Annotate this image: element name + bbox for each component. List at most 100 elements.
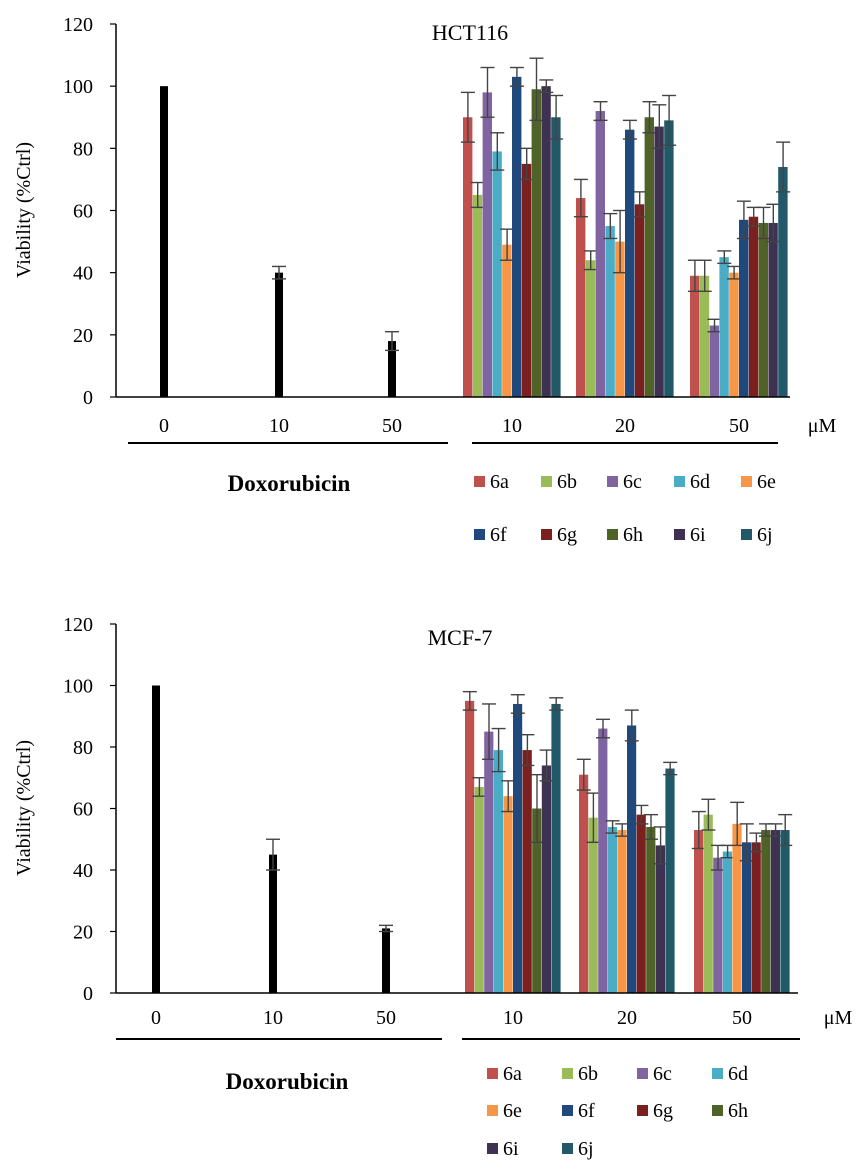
bar-6i-50 xyxy=(770,830,780,993)
x-tick-labels: 0 10 50 10 20 50 xyxy=(151,1007,752,1029)
x-tick-label: 50 xyxy=(729,415,749,437)
bar-6a-20 xyxy=(576,198,586,397)
y-tick-label: 60 xyxy=(73,799,93,821)
bar-6h-50 xyxy=(761,830,771,993)
bar-6c-10 xyxy=(482,92,492,397)
y-tick-labels: 0 20 40 60 80 100 120 xyxy=(63,14,116,409)
legend-label-6a: 6a xyxy=(490,471,509,493)
x-tick-label: 20 xyxy=(617,1007,637,1029)
y-tick-label: 0 xyxy=(83,387,93,409)
mcf7-panel: MCF-7 Viability (%Ctrl) 020406080100120 … xyxy=(13,614,852,1160)
legend-label-6a: 6a xyxy=(503,1063,522,1085)
bar-6c-20 xyxy=(598,728,608,993)
bar-6g-50 xyxy=(748,216,759,397)
legend-swatch-6i xyxy=(674,529,685,540)
legend-label-6g: 6g xyxy=(557,524,577,546)
x-tick-label: 0 xyxy=(151,1007,161,1029)
legend-swatch-6i xyxy=(487,1143,498,1154)
legend-label-6h: 6h xyxy=(623,524,643,546)
bar-doxorubicin-10 xyxy=(275,272,283,397)
y-tick-label: 40 xyxy=(73,263,93,285)
bar-6f-50 xyxy=(742,842,752,993)
x-tick-label: 50 xyxy=(382,415,402,437)
bar-doxorubicin-50 xyxy=(388,341,396,397)
bar-6h-20 xyxy=(646,826,656,993)
x-tick-label: 10 xyxy=(502,415,522,437)
bar-6g-20 xyxy=(636,814,646,993)
bar-6g-10 xyxy=(522,750,532,993)
bar-doxorubicin-10 xyxy=(269,854,277,993)
legend-swatch-6a xyxy=(474,476,485,487)
bar-6b-10 xyxy=(474,786,484,993)
bar-6h-20 xyxy=(644,117,654,397)
legend-label-6f: 6f xyxy=(490,524,507,546)
legend-label-6g: 6g xyxy=(653,1100,673,1122)
bar-6f-10 xyxy=(513,703,523,993)
bar-6f-20 xyxy=(627,725,637,993)
bar-doxorubicin-50 xyxy=(382,928,390,993)
bar-6j-50 xyxy=(780,830,790,993)
legend-swatch-6d xyxy=(712,1068,723,1079)
legend-label-6f: 6f xyxy=(578,1100,595,1122)
legend: 6a 6b 6c 6d 6e 6f 6g 6h 6i 6j xyxy=(487,1063,748,1160)
bar-6e-10 xyxy=(503,796,513,993)
legend-swatch-6b xyxy=(541,476,552,487)
bar-6b-10 xyxy=(472,194,483,397)
legend-swatch-6c xyxy=(637,1068,648,1079)
y-axis-label: Viability (%Ctrl) xyxy=(13,740,35,876)
bar-6b-20 xyxy=(588,817,598,993)
chart-title: HCT116 xyxy=(432,20,508,45)
legend-label-6d: 6d xyxy=(728,1063,748,1085)
unit-label: μM xyxy=(824,1007,853,1029)
legend-swatch-6h xyxy=(607,529,618,540)
x-tick-label: 50 xyxy=(732,1007,752,1029)
bar-6i-20 xyxy=(654,126,664,397)
bar-6b-50 xyxy=(703,814,713,993)
bar-6e-50 xyxy=(729,272,739,397)
bar-6i-10 xyxy=(541,765,551,993)
bar-6i-50 xyxy=(768,222,778,397)
bar-6d-10 xyxy=(492,151,502,397)
legend-label-6h: 6h xyxy=(728,1100,748,1122)
doxorubicin-label: Doxorubicin xyxy=(228,471,351,496)
doxorubicin-label: Doxorubicin xyxy=(226,1069,349,1094)
bar-6j-10 xyxy=(551,703,561,993)
bar-doxorubicin-0 xyxy=(152,685,160,993)
legend: 6a 6b 6c 6d 6e 6f 6g 6h 6i 6j xyxy=(474,471,776,546)
x-tick-label: 10 xyxy=(263,1007,283,1029)
x-tick-labels: 0 10 50 10 20 50 xyxy=(159,415,749,437)
legend-swatch-6d xyxy=(674,476,685,487)
y-tick-label: 20 xyxy=(73,922,93,944)
legend-label-6e: 6e xyxy=(757,471,776,493)
bar-6c-50 xyxy=(713,857,723,993)
legend-swatch-6e xyxy=(487,1105,498,1116)
bar-6h-10 xyxy=(532,808,542,993)
bar-6a-20 xyxy=(579,774,589,993)
legend-swatch-6g xyxy=(637,1105,648,1116)
legend-swatch-6b xyxy=(562,1068,573,1079)
chart-title: MCF-7 xyxy=(428,625,493,650)
y-tick-label: 100 xyxy=(63,76,93,98)
bar-6d-50 xyxy=(722,851,732,993)
bar-6c-50 xyxy=(709,325,719,397)
legend-label-6i: 6i xyxy=(503,1138,519,1160)
legend-swatch-6h xyxy=(712,1105,723,1116)
legend-label-6j: 6j xyxy=(757,524,773,546)
bars-group xyxy=(152,685,793,993)
y-tick-label: 100 xyxy=(63,676,93,698)
bar-6d-50 xyxy=(719,257,729,397)
legend-label-6e: 6e xyxy=(503,1100,522,1122)
legend-label-6b: 6b xyxy=(557,471,577,493)
legend-swatch-6j xyxy=(562,1143,573,1154)
legend-label-6c: 6c xyxy=(623,471,642,493)
legend-swatch-6e xyxy=(741,476,752,487)
y-tick-label: 120 xyxy=(63,14,93,36)
bar-6j-50 xyxy=(778,166,788,397)
bar-6d-20 xyxy=(607,826,617,993)
bar-6i-10 xyxy=(541,86,551,398)
legend-label-6j: 6j xyxy=(578,1138,594,1160)
unit-label: μM xyxy=(808,415,837,437)
bar-doxorubicin-0 xyxy=(160,86,168,398)
bar-6e-20 xyxy=(617,830,627,993)
bar-6b-50 xyxy=(699,275,710,397)
